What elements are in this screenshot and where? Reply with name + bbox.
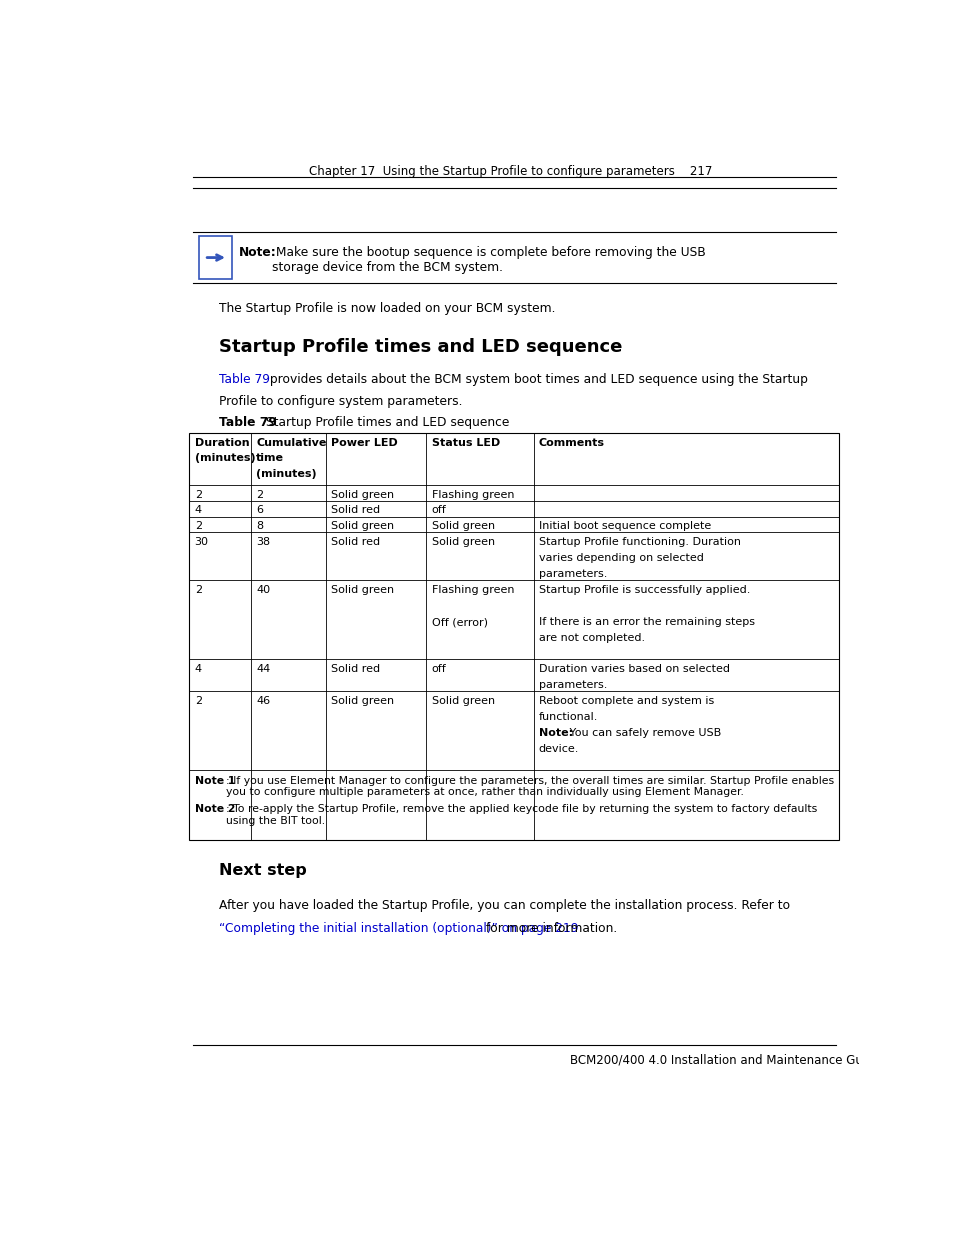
Text: If there is an error the remaining steps: If there is an error the remaining steps (538, 618, 754, 627)
Text: You can safely remove USB: You can safely remove USB (565, 727, 720, 739)
Text: varies depending on selected: varies depending on selected (538, 553, 703, 563)
Text: Startup Profile functioning. Duration: Startup Profile functioning. Duration (538, 537, 740, 547)
Text: 6: 6 (256, 505, 263, 515)
Text: Power LED: Power LED (331, 438, 397, 448)
Text: “Completing the initial installation (optional)” on page 219: “Completing the initial installation (op… (219, 923, 578, 935)
Text: 2: 2 (194, 489, 202, 500)
Bar (190, 433, 838, 840)
Text: Table 79: Table 79 (219, 416, 276, 430)
Text: 38: 38 (256, 537, 270, 547)
Text: : To re-apply the Startup Profile, remove the applied keycode file by returning : : To re-apply the Startup Profile, remov… (226, 804, 816, 826)
Text: 44: 44 (256, 664, 271, 674)
Text: Chapter 17  Using the Startup Profile to configure parameters    217: Chapter 17 Using the Startup Profile to … (309, 165, 712, 178)
Text: Off (error): Off (error) (431, 618, 487, 627)
Text: 2: 2 (194, 521, 202, 531)
Text: 30: 30 (194, 537, 209, 547)
Text: Cumulative: Cumulative (256, 438, 326, 448)
Text: off: off (431, 664, 446, 674)
Text: 2: 2 (194, 695, 202, 705)
Text: functional.: functional. (538, 711, 598, 721)
Text: Solid red: Solid red (331, 537, 379, 547)
FancyBboxPatch shape (199, 236, 232, 279)
Text: Reboot complete and system is: Reboot complete and system is (538, 695, 713, 705)
Text: 46: 46 (256, 695, 270, 705)
Text: parameters.: parameters. (538, 680, 606, 690)
Text: device.: device. (538, 745, 578, 755)
Text: Profile to configure system parameters.: Profile to configure system parameters. (219, 395, 462, 409)
Text: Duration: Duration (194, 438, 249, 448)
Text: Next step: Next step (219, 863, 307, 878)
Text: provides details about the BCM system boot times and LED sequence using the Star: provides details about the BCM system bo… (265, 373, 806, 385)
Text: Solid red: Solid red (331, 505, 379, 515)
Text: Solid green: Solid green (331, 489, 394, 500)
Text: off: off (431, 505, 446, 515)
Text: Status LED: Status LED (431, 438, 499, 448)
Text: Solid red: Solid red (331, 664, 379, 674)
Text: Note 2: Note 2 (194, 804, 235, 814)
Text: After you have loaded the Startup Profile, you can complete the installation pro: After you have loaded the Startup Profil… (219, 899, 789, 913)
Text: (minutes): (minutes) (194, 453, 255, 463)
Text: Comments: Comments (538, 438, 604, 448)
Text: Flashing green: Flashing green (431, 584, 514, 595)
Text: Solid green: Solid green (331, 584, 394, 595)
Text: Note 1: Note 1 (194, 776, 234, 785)
Text: Duration varies based on selected: Duration varies based on selected (538, 664, 729, 674)
Text: Startup Profile times and LED sequence: Startup Profile times and LED sequence (265, 416, 509, 430)
Text: are not completed.: are not completed. (538, 634, 644, 643)
Text: Solid green: Solid green (431, 521, 495, 531)
Text: 8: 8 (256, 521, 263, 531)
Text: Solid green: Solid green (431, 695, 495, 705)
Text: Initial boot sequence complete: Initial boot sequence complete (538, 521, 710, 531)
Text: 2: 2 (194, 584, 202, 595)
Text: Make sure the bootup sequence is complete before removing the USB
storage device: Make sure the bootup sequence is complet… (272, 246, 704, 274)
Text: 4: 4 (194, 505, 202, 515)
Text: Solid green: Solid green (431, 537, 495, 547)
Text: The Startup Profile is now loaded on your BCM system.: The Startup Profile is now loaded on you… (219, 303, 555, 315)
Text: Startup Profile is successfully applied.: Startup Profile is successfully applied. (538, 584, 749, 595)
Text: 40: 40 (256, 584, 270, 595)
Text: parameters.: parameters. (538, 569, 606, 579)
Text: for more information.: for more information. (481, 923, 617, 935)
Text: Startup Profile times and LED sequence: Startup Profile times and LED sequence (219, 338, 621, 357)
Text: Solid green: Solid green (331, 695, 394, 705)
Text: : If you use Element Manager to configure the parameters, the overall times are : : If you use Element Manager to configur… (226, 776, 833, 798)
Text: time: time (256, 453, 284, 463)
Text: Note:: Note: (538, 727, 572, 739)
Text: Table 79: Table 79 (219, 373, 270, 385)
Text: Solid green: Solid green (331, 521, 394, 531)
Text: BCM200/400 4.0 Installation and Maintenance Guide: BCM200/400 4.0 Installation and Maintena… (570, 1053, 880, 1067)
Text: 2: 2 (256, 489, 263, 500)
Text: 4: 4 (194, 664, 202, 674)
Text: Note:: Note: (239, 246, 276, 259)
Text: (minutes): (minutes) (256, 468, 316, 479)
Text: Flashing green: Flashing green (431, 489, 514, 500)
